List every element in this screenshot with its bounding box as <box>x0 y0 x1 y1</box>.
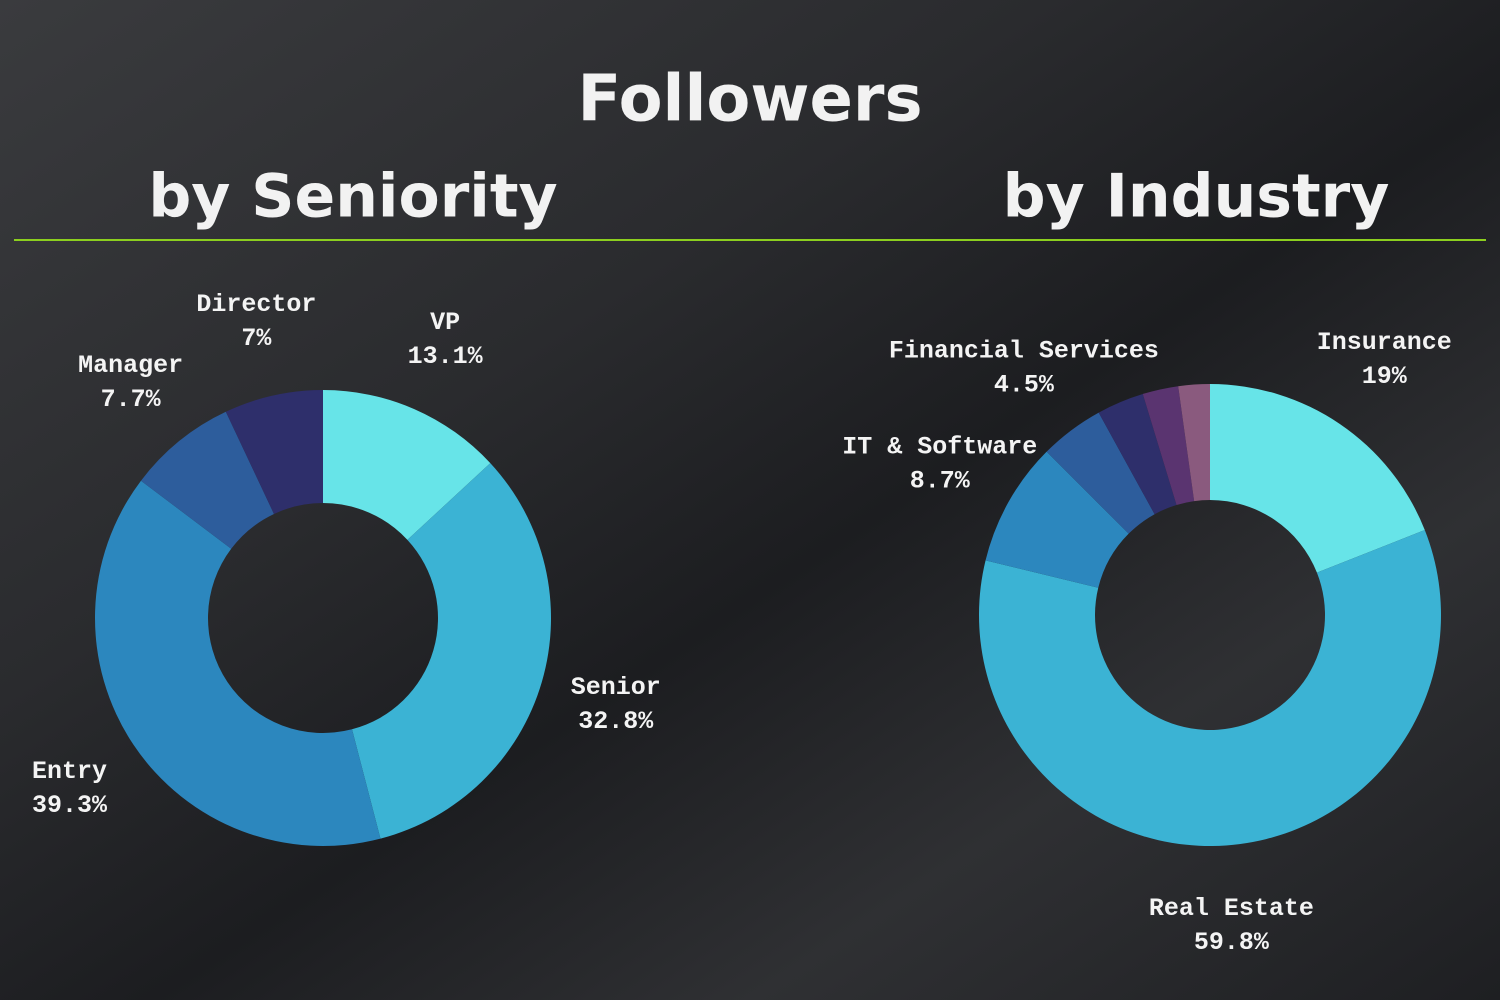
slice-label: VP <box>430 308 460 337</box>
slice <box>1046 412 1155 534</box>
slice-label: Manager <box>78 351 183 380</box>
value-label: 8.7% <box>910 467 971 496</box>
slice <box>985 451 1129 588</box>
slice <box>979 529 1441 846</box>
value-label: 4.5% <box>994 371 1055 400</box>
slice-label: Director <box>196 290 316 319</box>
slice <box>1210 384 1425 573</box>
slice-label: Real Estate <box>1149 894 1314 923</box>
slice-label: Insurance <box>1317 328 1452 357</box>
slice <box>94 480 381 847</box>
value-label: 39.3% <box>32 791 108 820</box>
slice-label: IT & Software <box>842 433 1037 462</box>
value-label: 13.1% <box>408 342 484 371</box>
slice-label: Entry <box>32 757 107 786</box>
slice <box>351 463 552 839</box>
slice <box>140 411 274 549</box>
value-label: 59.8% <box>1194 928 1270 957</box>
slice <box>1142 386 1195 505</box>
slice <box>1098 393 1177 515</box>
chart-title: by Seniority <box>148 162 557 232</box>
main-title: Followers <box>577 63 922 137</box>
value-label: 7.7% <box>101 385 162 414</box>
value-label: 19% <box>1362 362 1408 391</box>
slice-label: Senior <box>571 673 661 702</box>
slice <box>323 390 491 540</box>
value-label: 7% <box>241 324 272 353</box>
chart-title: by Industry <box>1003 162 1390 232</box>
slice <box>1178 384 1210 502</box>
slice-label: Financial Services <box>889 337 1159 366</box>
slice <box>225 390 323 514</box>
value-label: 32.8% <box>578 707 654 736</box>
